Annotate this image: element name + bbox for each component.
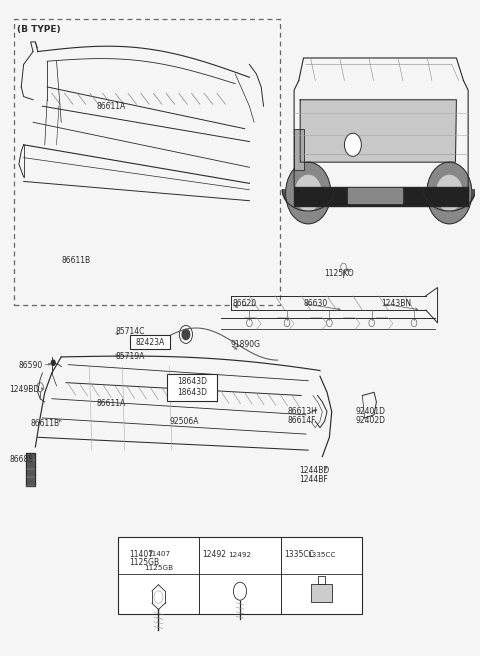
- Circle shape: [286, 162, 331, 224]
- Text: 86620: 86620: [233, 299, 257, 308]
- Text: 18643D: 18643D: [177, 377, 207, 386]
- FancyBboxPatch shape: [131, 335, 170, 349]
- Polygon shape: [348, 188, 402, 203]
- Circle shape: [436, 175, 463, 211]
- Circle shape: [51, 360, 55, 365]
- Circle shape: [154, 591, 163, 604]
- Text: 1244BD: 1244BD: [299, 466, 329, 475]
- Text: 18643D: 18643D: [177, 388, 207, 398]
- FancyBboxPatch shape: [311, 584, 332, 602]
- Text: 1335CC: 1335CC: [307, 552, 336, 558]
- Polygon shape: [294, 186, 468, 206]
- Circle shape: [233, 582, 247, 600]
- Text: 12492: 12492: [202, 550, 226, 559]
- FancyBboxPatch shape: [118, 537, 362, 614]
- Circle shape: [427, 162, 472, 224]
- Polygon shape: [423, 190, 475, 211]
- Text: 11407: 11407: [130, 550, 154, 559]
- Text: 86590: 86590: [19, 361, 43, 370]
- Text: 1125GB: 1125GB: [144, 565, 173, 571]
- Polygon shape: [26, 453, 36, 485]
- Text: 1335CC: 1335CC: [284, 550, 314, 559]
- Text: 1249BD: 1249BD: [10, 384, 40, 394]
- Text: 1243BN: 1243BN: [381, 299, 411, 308]
- Text: 86613H: 86613H: [287, 407, 317, 416]
- Circle shape: [345, 133, 361, 156]
- Text: 12492: 12492: [228, 552, 252, 558]
- Text: 1125KO: 1125KO: [324, 269, 354, 278]
- Text: 1244BF: 1244BF: [299, 475, 327, 484]
- Text: 86630: 86630: [303, 299, 328, 308]
- Text: 1125GB: 1125GB: [130, 558, 159, 567]
- Text: 92401D: 92401D: [355, 407, 385, 416]
- Text: 86688: 86688: [10, 455, 34, 464]
- Text: 91890G: 91890G: [230, 340, 261, 348]
- Text: 11407: 11407: [147, 550, 170, 556]
- Text: 86611B: 86611B: [31, 419, 60, 428]
- Text: 82423A: 82423A: [135, 338, 165, 346]
- FancyBboxPatch shape: [294, 129, 303, 171]
- Text: 86611A: 86611A: [96, 400, 126, 408]
- Text: 92506A: 92506A: [169, 417, 199, 426]
- Text: 86614F: 86614F: [287, 416, 315, 425]
- Polygon shape: [282, 190, 334, 211]
- Circle shape: [295, 175, 322, 211]
- Text: 85714C: 85714C: [115, 327, 144, 336]
- Circle shape: [182, 329, 190, 340]
- Text: 86611A: 86611A: [96, 102, 126, 111]
- Text: 85719A: 85719A: [115, 352, 144, 361]
- FancyBboxPatch shape: [167, 374, 217, 401]
- Polygon shape: [300, 100, 456, 162]
- Text: (B TYPE): (B TYPE): [16, 24, 60, 33]
- Text: 86611B: 86611B: [61, 256, 90, 265]
- Text: 92402D: 92402D: [355, 416, 385, 425]
